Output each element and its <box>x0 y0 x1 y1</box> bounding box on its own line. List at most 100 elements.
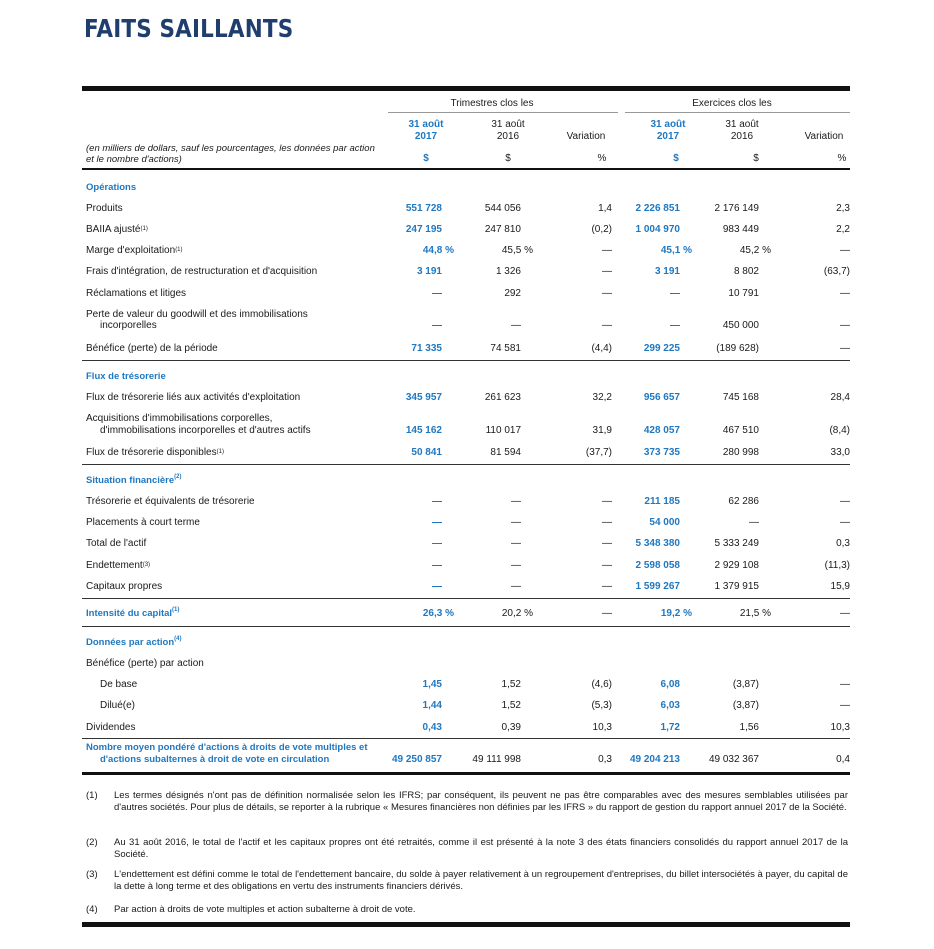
cell: (3,87) <box>732 679 759 690</box>
cell: 28,4 <box>830 392 850 403</box>
footnote-number: (3) <box>86 869 98 880</box>
cell: 292 <box>504 288 521 299</box>
cell: 544 056 <box>484 203 521 214</box>
cell: 10,3 <box>830 722 850 733</box>
cell: 450 000 <box>722 320 759 331</box>
row-label: Endettement(3) <box>86 560 150 572</box>
cell: — <box>840 343 850 354</box>
footnote-text: L'endettement est défini comme le total … <box>114 869 848 892</box>
cell: 74 581 <box>490 343 521 354</box>
section-nombre: Nombre moyen pondéré d'actions à droits … <box>86 742 368 753</box>
cell: 3 191 <box>654 266 680 277</box>
cell: 49 032 367 <box>708 754 759 765</box>
cell: 1 004 970 <box>635 224 681 235</box>
cell: 32,2 <box>592 392 612 403</box>
header-rule <box>82 168 850 170</box>
row-label: Trésorerie et équivalents de trésorerie <box>86 496 255 507</box>
cell: — <box>432 538 442 549</box>
group-rule-year <box>625 112 850 113</box>
section-nombre-cont: d'actions subalternes à droit de vote en… <box>100 754 330 765</box>
cell: 45,5 % <box>501 245 533 256</box>
row-label: Total de l'actif <box>86 538 147 549</box>
cell: — <box>602 245 612 256</box>
footnote-number: (1) <box>86 790 98 801</box>
cell: — <box>602 560 612 571</box>
unit-y2016: $ <box>753 153 759 164</box>
cell: (189 628) <box>716 343 759 354</box>
row-label-cont: d'immobilisations incorporelles et d'aut… <box>100 425 311 436</box>
col-header-yvar: Variation <box>794 131 854 143</box>
row-label: Marge d'exploitation(1) <box>86 245 183 257</box>
cell: 44,8 % <box>422 245 454 256</box>
group-header-quarter: Trimestres clos les <box>450 98 534 109</box>
cell: 1,72 <box>660 722 680 733</box>
cell: 2 929 108 <box>714 560 760 571</box>
cell: 1,56 <box>739 722 759 733</box>
section-situation-text: Situation financière <box>86 475 175 486</box>
col-header-q2017: 31 août 2017 <box>396 119 456 143</box>
col-header-line2: 2016 <box>496 131 520 142</box>
section-flux: Flux de trésorerie <box>86 371 166 382</box>
cell: 10 791 <box>728 288 759 299</box>
cell: 1,52 <box>501 700 521 711</box>
cell: 45,1 % <box>660 245 692 256</box>
row-label: Flux de trésorerie disponibles(1) <box>86 447 224 459</box>
col-header-line2: Variation <box>804 131 844 142</box>
cell: 2 176 149 <box>714 203 760 214</box>
cell: (3,87) <box>732 700 759 711</box>
col-header-y2017: 31 août 2017 <box>638 119 698 143</box>
cell: — <box>840 288 850 299</box>
cell: 1,4 <box>598 203 612 214</box>
cell: 345 957 <box>405 392 442 403</box>
row-label-cont: incorporelles <box>100 320 157 331</box>
cell: — <box>749 517 759 528</box>
footnote-number: (2) <box>86 837 98 848</box>
cell: 1 326 <box>495 266 521 277</box>
row-label: Bénéfice (perte) de la période <box>86 343 218 354</box>
section-rule <box>82 738 850 739</box>
cell: 15,9 <box>830 581 850 592</box>
cell: 1 599 267 <box>635 581 681 592</box>
cell: 0,39 <box>501 722 521 733</box>
cell: 49 111 998 <box>472 754 521 765</box>
cell: 956 657 <box>643 392 680 403</box>
page-title: FAITS SAILLANTS <box>84 14 294 43</box>
cell: 2 226 851 <box>635 203 681 214</box>
cell: — <box>840 679 850 690</box>
top-rule <box>82 86 850 91</box>
cell: 0,3 <box>836 538 850 549</box>
cell: — <box>602 517 612 528</box>
cell: 1,52 <box>501 679 521 690</box>
cell: (4,6) <box>591 679 612 690</box>
cell: — <box>432 581 442 592</box>
cell: 6,03 <box>660 700 680 711</box>
col-header-line1: 31 août <box>650 119 686 130</box>
cell: — <box>511 517 521 528</box>
cell: — <box>602 320 612 331</box>
cell: 467 510 <box>722 425 759 436</box>
row-label: Perte de valeur du goodwill et des immob… <box>86 309 308 320</box>
group-header-year: Exercices clos les <box>692 98 772 109</box>
cell: 551 728 <box>405 203 442 214</box>
cell: 5 333 249 <box>714 538 760 549</box>
cell: 247 810 <box>484 224 521 235</box>
cell: 745 168 <box>722 392 759 403</box>
cell: — <box>432 320 442 331</box>
cell: 81 594 <box>490 447 521 458</box>
cell: — <box>602 608 612 619</box>
cell: 261 623 <box>484 392 521 403</box>
bottom-rule <box>82 922 850 927</box>
col-header-line2: 2016 <box>730 131 754 142</box>
cell: 71 335 <box>411 343 442 354</box>
row-label: BAIIA ajusté(1) <box>86 224 148 236</box>
row-label-text: Marge d'exploitation <box>86 245 176 256</box>
cell: — <box>670 288 680 299</box>
cell: — <box>432 496 442 507</box>
footnote-ref: (1) <box>216 449 224 455</box>
cell: 20,2 % <box>501 608 533 619</box>
col-header-line1: 31 août <box>491 119 525 130</box>
cell: 0,3 <box>598 754 612 765</box>
cell: 45,2 % <box>739 245 771 256</box>
row-label-text: Endettement <box>86 560 143 571</box>
cell: 8 802 <box>733 266 759 277</box>
